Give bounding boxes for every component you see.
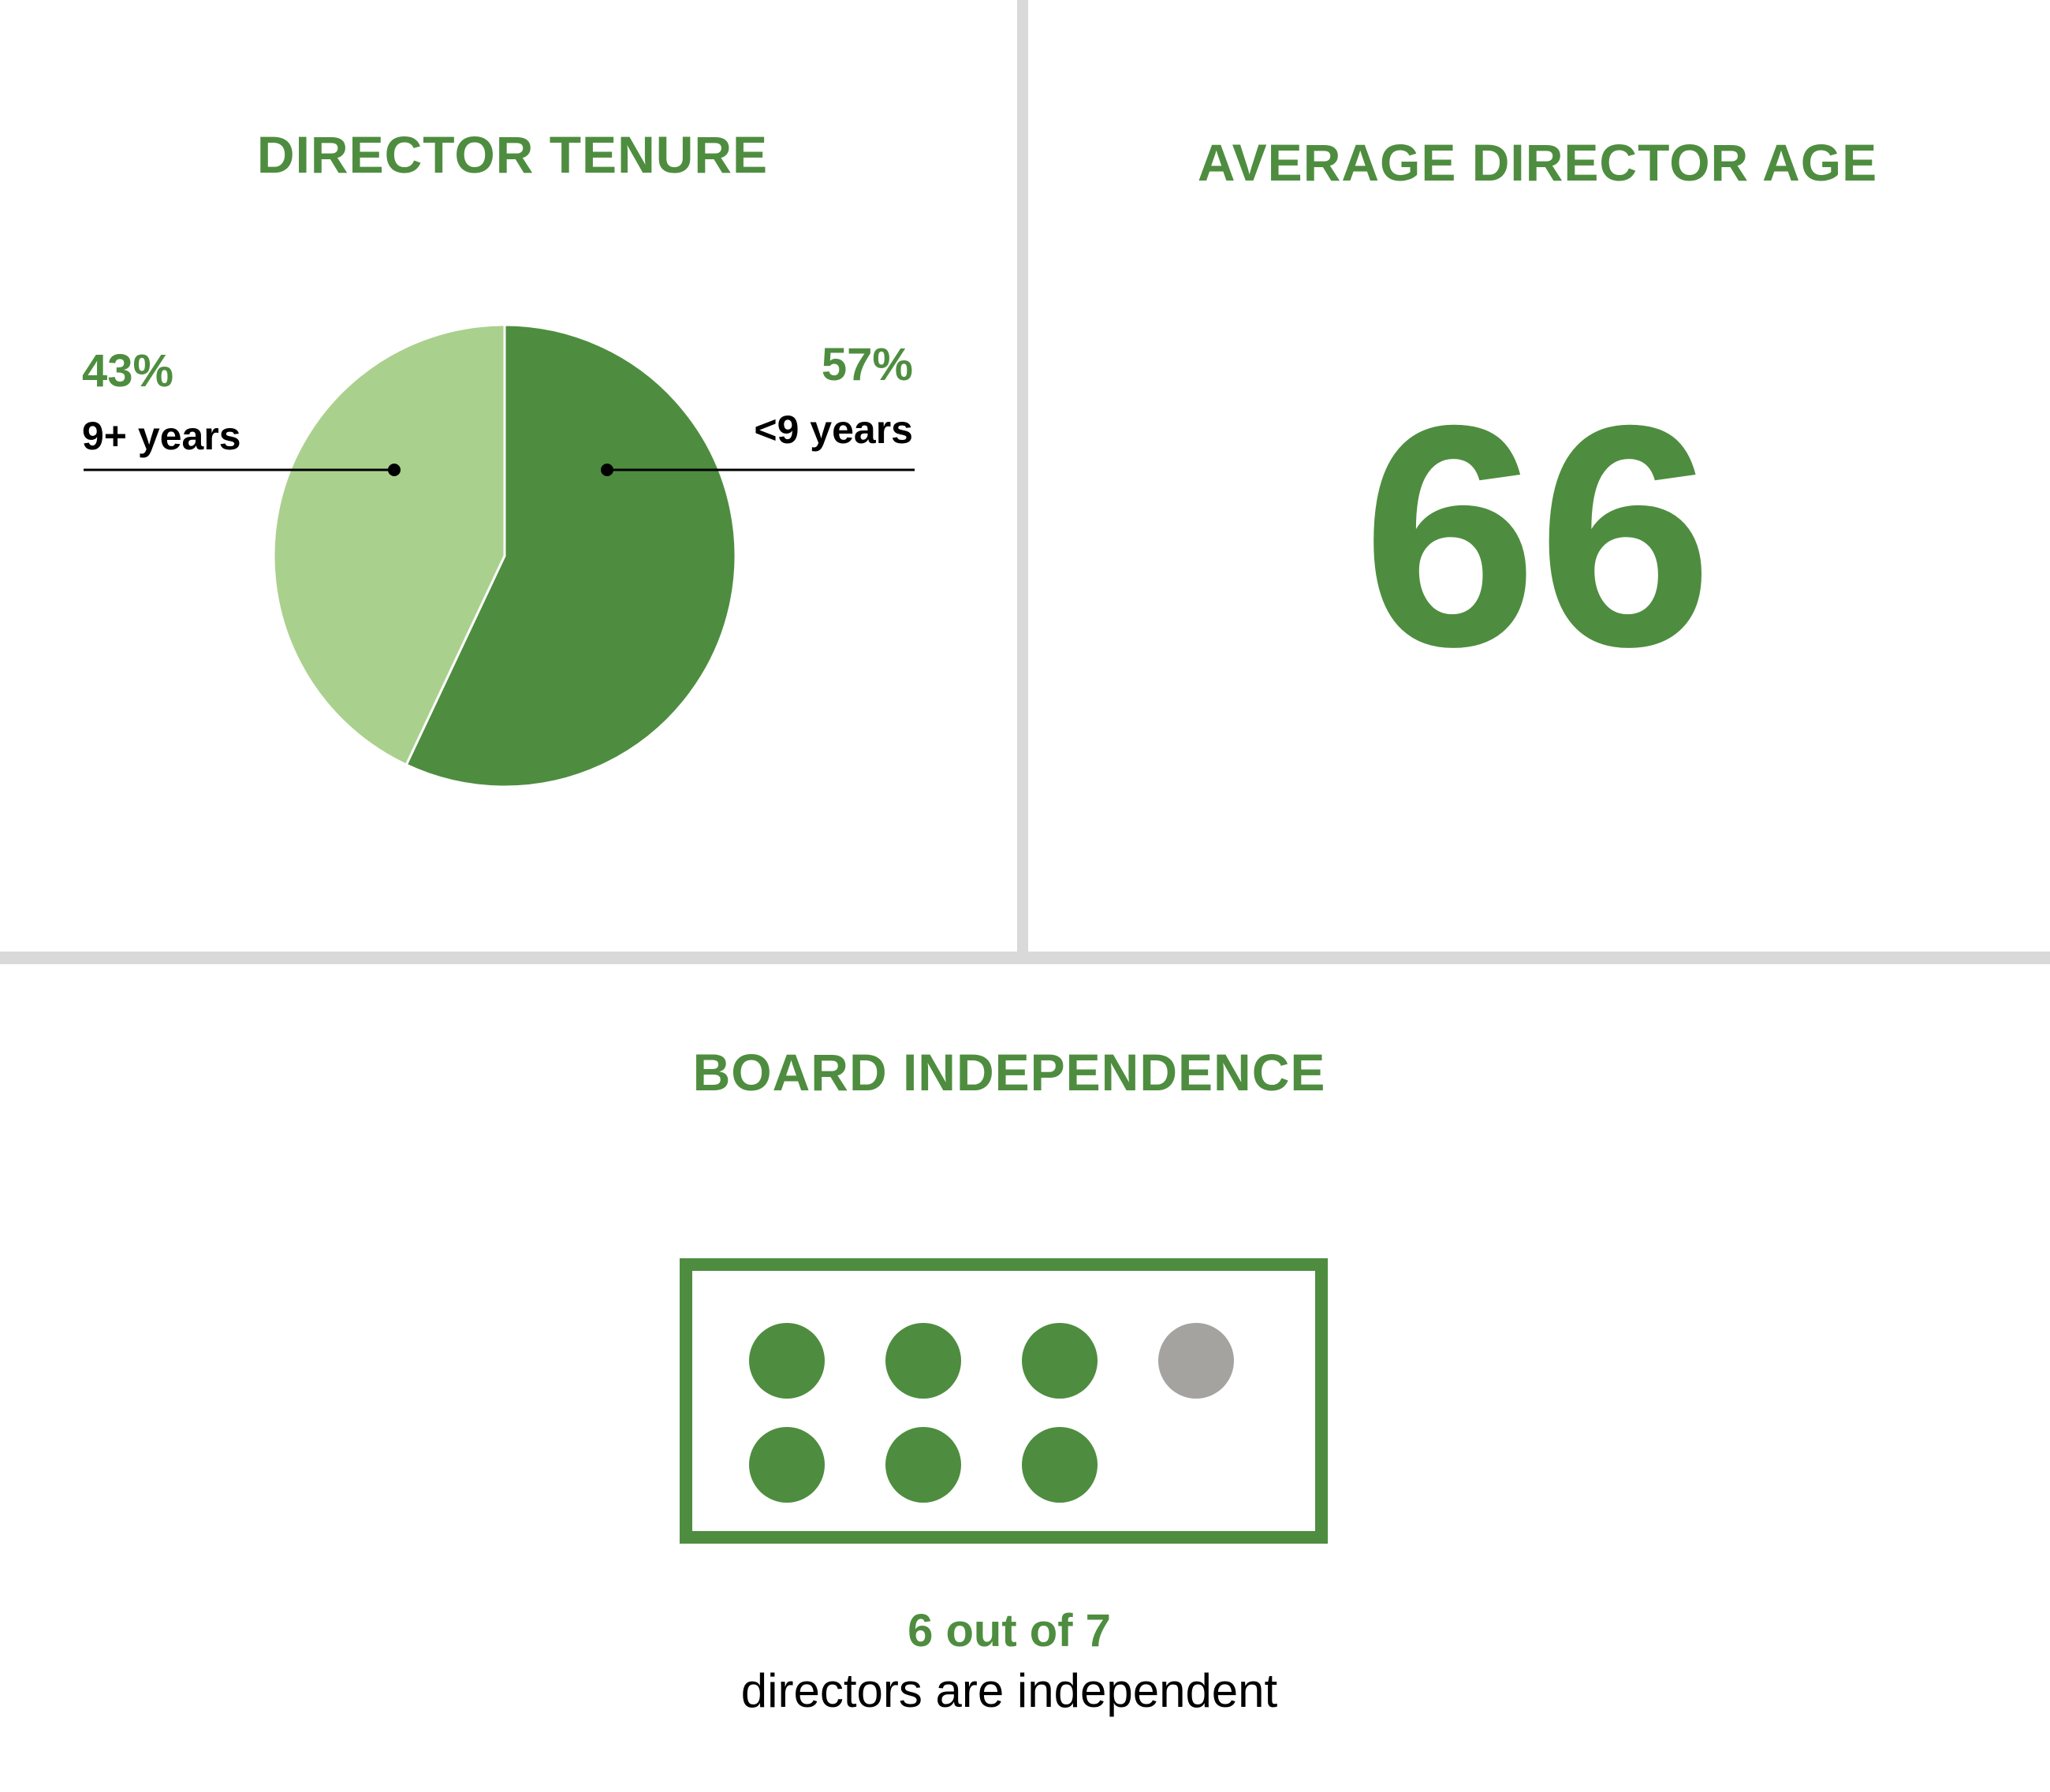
tenure-title: DIRECTOR TENURE — [256, 125, 769, 184]
slice-category-label: <9 years — [754, 408, 913, 452]
pie-slice-over-9-years — [272, 323, 506, 767]
independence-count: 6 out of 7 — [908, 1605, 1111, 1656]
independent-director-dot — [1022, 1427, 1098, 1503]
independence-title: BOARD INDEPENDENCE — [692, 1043, 1326, 1101]
callout-dot — [601, 464, 613, 476]
non-independent-director-dot — [1158, 1323, 1234, 1399]
pie-slice-under-9-years — [404, 323, 737, 788]
independent-director-dot — [749, 1427, 825, 1503]
age-title: AVERAGE DIRECTOR AGE — [1197, 133, 1878, 192]
callout-dot — [388, 464, 401, 476]
independent-director-dot — [749, 1323, 825, 1399]
horizontal-divider — [0, 952, 2050, 964]
independent-director-dot — [885, 1427, 961, 1503]
independent-director-dot — [885, 1323, 961, 1399]
average-age-value: 66 — [1362, 360, 1713, 712]
independence-caption: directors are independent — [740, 1664, 1278, 1717]
independent-director-dot — [1022, 1323, 1098, 1399]
slice-percent-label: 43% — [82, 345, 173, 397]
slice-percent-label: 57% — [822, 339, 913, 390]
tenure-pie-chart: 57% <9 years 43% 9+ years — [82, 323, 915, 788]
board-directors-box — [680, 1258, 1328, 1544]
vertical-divider — [1017, 0, 1028, 954]
slice-category-label: 9+ years — [82, 414, 241, 458]
